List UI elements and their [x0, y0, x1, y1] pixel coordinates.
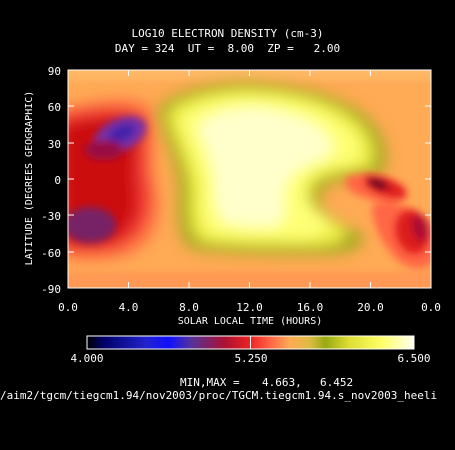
- footer-path: /aim2/tgcm/tiegcm1.94/nov2003/proc/TGCM.…: [0, 389, 438, 402]
- colorbar-min-label: 4.000: [70, 352, 104, 365]
- y-tick-label: 60: [47, 101, 61, 114]
- x-tick-label: 8.0: [179, 301, 199, 314]
- heatmap-field: [68, 70, 431, 288]
- y-tick-label: -60: [41, 247, 61, 260]
- y-tick-label: -90: [41, 283, 61, 296]
- min-value: 4.663,: [262, 376, 302, 389]
- dark-minimum: [367, 178, 389, 190]
- x-tick-label: 4.0: [118, 301, 139, 314]
- chart-subtitle: DAY = 324 UT = 8.00 ZP = 2.00: [114, 42, 341, 55]
- colorbar-max-label: 6.500: [397, 352, 431, 365]
- y-tick-marks: [68, 69, 431, 289]
- x-tick-label: 12.0: [236, 301, 263, 314]
- x-tick-label: 0.0: [421, 301, 441, 314]
- x-tick-marks: [67, 70, 432, 288]
- min-max-label: MIN,MAX =: [180, 376, 240, 389]
- colorbar-mid-label: 5.250: [234, 352, 268, 365]
- y-tick-label: -30: [41, 210, 61, 223]
- chart-title: LOG10 ELECTRON DENSITY (cm-3): [131, 27, 324, 40]
- y-axis-label: LATITUDE (DEGREES GEOGRAPHIC): [24, 90, 35, 266]
- purple-low-south: [68, 207, 116, 243]
- x-tick-label: 0.0: [58, 301, 78, 314]
- x-axis-label: SOLAR LOCAL TIME (HOURS): [177, 316, 323, 327]
- central-maximum: [158, 81, 387, 256]
- x-tick-label: 16.0: [296, 301, 324, 314]
- y-tick-label: 90: [47, 65, 61, 78]
- max-value: 6.452: [320, 376, 354, 389]
- y-tick-label: 0: [54, 174, 61, 187]
- x-tick-label: 20.0: [357, 301, 384, 314]
- y-tick-label: 30: [47, 138, 61, 151]
